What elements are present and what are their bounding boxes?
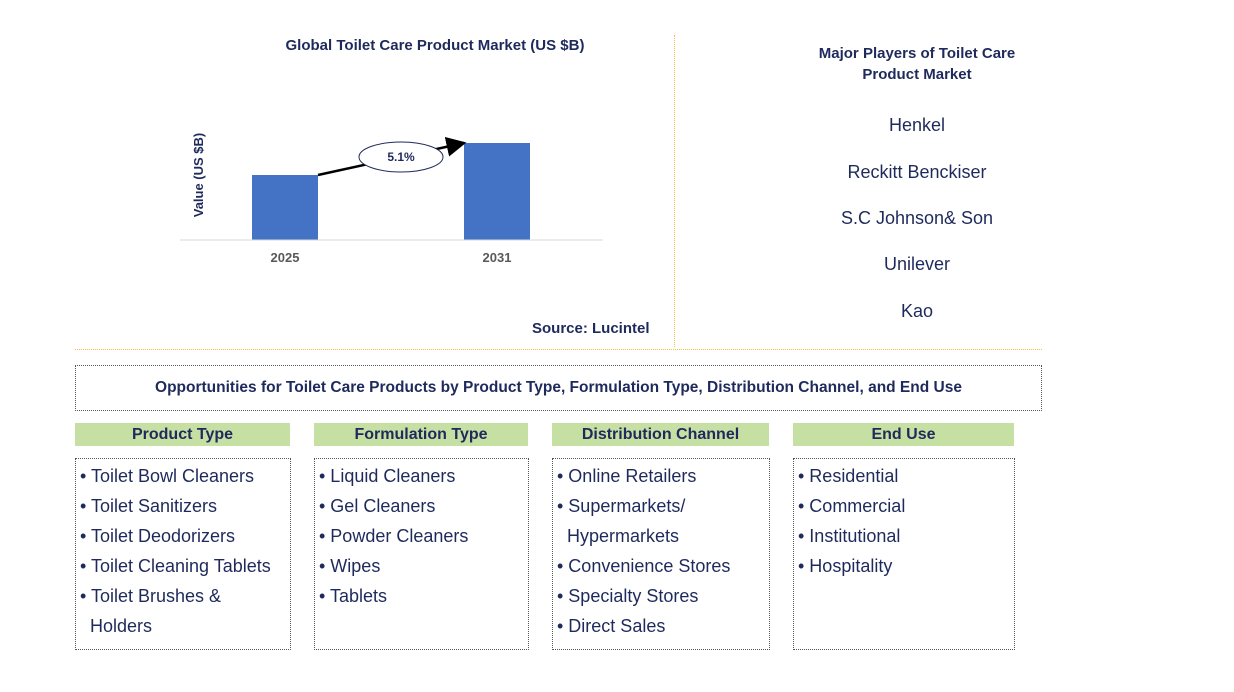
growth-rate-bubble xyxy=(358,141,444,173)
list-item-text: • Supermarkets/ xyxy=(557,496,686,516)
header-distribution-channel: Distribution Channel xyxy=(552,423,769,446)
list-item: • Residential xyxy=(798,461,1014,491)
y-axis-label: Value (US $B) xyxy=(191,133,206,218)
list-item: • Commercial xyxy=(798,491,1014,521)
player-kao: Kao xyxy=(900,301,934,321)
list-item-text: • Toilet Bowl Cleaners xyxy=(80,466,255,486)
list-item-text: • Commercial xyxy=(798,496,906,516)
list-item: • Direct Sales xyxy=(557,611,769,641)
x-tick-label-2025: 2025 xyxy=(271,250,300,265)
list-item: • Toilet Cleaning Tablets xyxy=(80,551,290,581)
list-item: • Toilet Brushes & Holders xyxy=(80,581,290,641)
chart-title: Global Toilet Care Product Market (US $B… xyxy=(285,37,585,54)
bar-chart: Value (US $B) 2025 2031 5.1% xyxy=(180,133,603,265)
list-item: • Toilet Sanitizers xyxy=(80,491,290,521)
list-item-text: • Toilet Sanitizers xyxy=(80,496,218,516)
list-item: • Gel Cleaners xyxy=(319,491,528,521)
players-title-line1: Major Players of Toilet Care xyxy=(818,45,1016,62)
list-item: • Convenience Stores xyxy=(557,551,769,581)
list-item-text: • Toilet Brushes & xyxy=(80,586,222,606)
source-note: Source: Lucintel xyxy=(532,320,650,337)
list-item-continuation: Holders xyxy=(90,616,153,636)
horizontal-divider xyxy=(75,349,1042,350)
list-end-use: • Residential • Commercial • Institutional… xyxy=(793,458,1015,650)
vertical-divider xyxy=(674,35,675,347)
player-unilever: Unilever xyxy=(883,254,951,274)
list-item-text: • Toilet Deodorizers xyxy=(80,526,236,546)
growth-rate-label: 5.1% xyxy=(387,150,415,164)
opportunities-title-text: Opportunities for Toilet Care Products b… xyxy=(155,379,962,396)
players-title: Major Players of Toilet Care Product Mar… xyxy=(780,43,1054,85)
list-item-text: • Institutional xyxy=(798,526,901,546)
list-item: • Supermarkets/Hypermarkets xyxy=(557,491,769,551)
player-reckitt-benckiser: Reckitt Benckiser xyxy=(847,162,987,182)
list-item: • Toilet Deodorizers xyxy=(80,521,290,551)
list-item-text: • Hospitality xyxy=(798,556,893,576)
header-formulation-type: Formulation Type xyxy=(314,423,528,446)
list-item-text: • Toilet Cleaning Tablets xyxy=(80,556,271,576)
list-product-type: • Toilet Bowl Cleaners • Toilet Sanitizer… xyxy=(75,458,291,650)
list-item: • Liquid Cleaners xyxy=(319,461,528,491)
list-item: • Tablets xyxy=(319,581,528,611)
list-item-text: • Direct Sales xyxy=(557,616,666,636)
bar-2025 xyxy=(252,175,318,240)
list-item-text: • Tablets xyxy=(319,586,388,606)
header-product-type: Product Type xyxy=(75,423,290,446)
list-item-text: • Convenience Stores xyxy=(557,556,731,576)
list-item: • Wipes xyxy=(319,551,528,581)
list-item: • Toilet Bowl Cleaners xyxy=(80,461,290,491)
x-tick-label-2031: 2031 xyxy=(483,250,512,265)
list-item: • Online Retailers xyxy=(557,461,769,491)
list-item: • Powder Cleaners xyxy=(319,521,528,551)
list-formulation-type: • Liquid Cleaners • Gel Cleaners • Powder … xyxy=(314,458,529,650)
bar-2031 xyxy=(464,143,530,240)
list-item-text: • Residential xyxy=(798,466,899,486)
header-end-use: End Use xyxy=(793,423,1014,446)
opportunities-title: Opportunities for Toilet Care Products b… xyxy=(75,365,1042,411)
list-item-text: • Online Retailers xyxy=(557,466,697,486)
list-item: • Specialty Stores xyxy=(557,581,769,611)
list-item-continuation: Hypermarkets xyxy=(567,526,680,546)
list-item: • Institutional xyxy=(798,521,1014,551)
list-distribution-channel: • Online Retailers • Supermarkets/Hyperma… xyxy=(552,458,770,650)
list-item-text: • Liquid Cleaners xyxy=(319,466,456,486)
list-item-text: • Gel Cleaners xyxy=(319,496,436,516)
list-item-text: • Wipes xyxy=(319,556,381,576)
list-item-text: • Powder Cleaners xyxy=(319,526,469,546)
players-title-line2: Product Market xyxy=(862,66,972,83)
list-item-text: • Specialty Stores xyxy=(557,586,699,606)
list-item: • Hospitality xyxy=(798,551,1014,581)
player-sc-johnson: S.C Johnson& Son xyxy=(840,208,994,228)
player-henkel: Henkel xyxy=(888,115,946,135)
